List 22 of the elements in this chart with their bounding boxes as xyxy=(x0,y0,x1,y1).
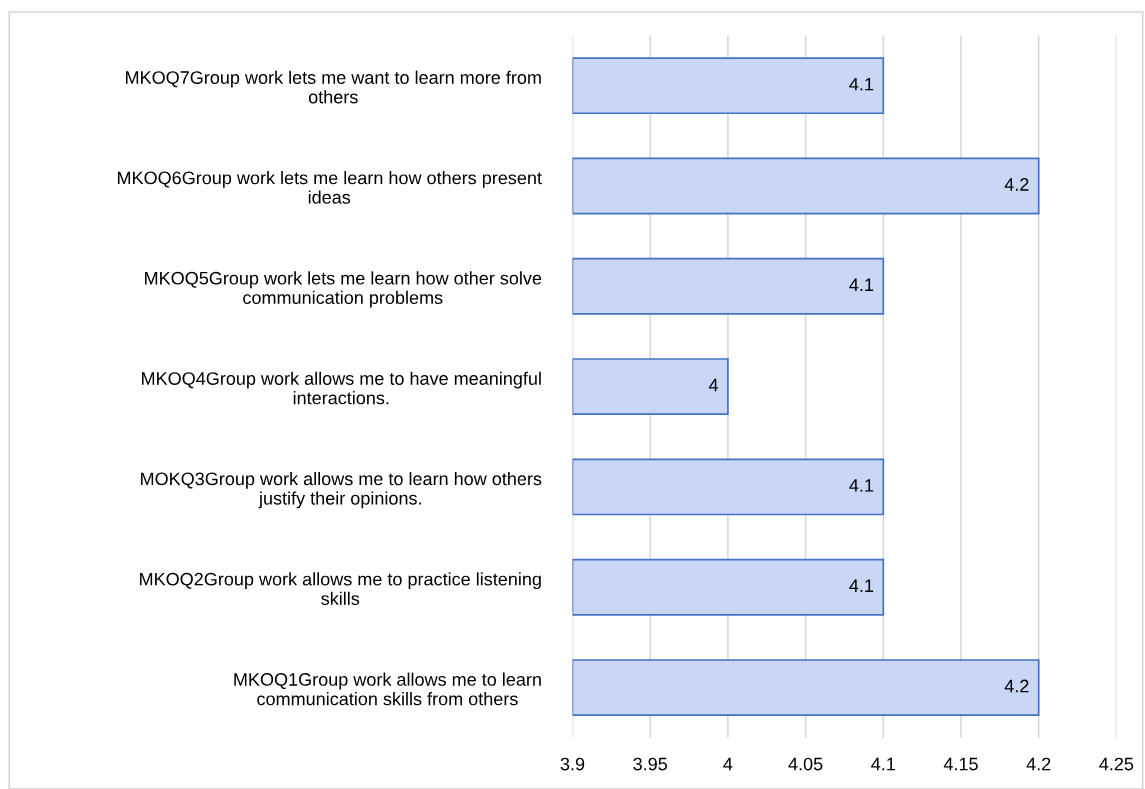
y-tick-label: MKOQ5Group work lets me learn how other solve communication problems xyxy=(145,271,542,308)
x-tick-label: 4.05 xyxy=(788,757,823,771)
y-tick-label: MOKQ3Group work allows me to learn how others justify their opinions. xyxy=(141,471,542,509)
data-label: 4.1 xyxy=(849,479,874,492)
x-tick-label: 4.1 xyxy=(871,757,895,771)
y-tick-label: MKOQ2Group work allows me to practice listening skills xyxy=(140,572,541,605)
x-tick-label: 4.15 xyxy=(943,757,978,771)
data-label: 4 xyxy=(708,378,719,392)
x-tick-label: 3.9 xyxy=(560,757,585,771)
data-label: 4.2 xyxy=(1004,679,1029,693)
x-tick-label: 4.25 xyxy=(1099,757,1134,771)
y-tick-label: MKOQ7Group work lets me want to learn more from others xyxy=(126,70,541,104)
x-tick-label: 4 xyxy=(723,757,733,771)
x-tick-label: 4.2 xyxy=(1026,757,1051,771)
data-label: 4.1 xyxy=(849,278,874,291)
x-tick-label: 3.95 xyxy=(633,757,668,771)
y-tick-label: MKOQ1Group work allows me to learn communication skills from others xyxy=(234,672,541,706)
y-tick-label: MKOQ6Group work lets me learn how others present ideas xyxy=(117,171,542,204)
data-label: 4.1 xyxy=(849,579,874,592)
data-label: 4.1 xyxy=(849,77,874,91)
data-label: 4.2 xyxy=(1004,178,1029,191)
y-tick-label: MKOQ4Group work allows me to have meaningful interactions. xyxy=(142,371,541,405)
